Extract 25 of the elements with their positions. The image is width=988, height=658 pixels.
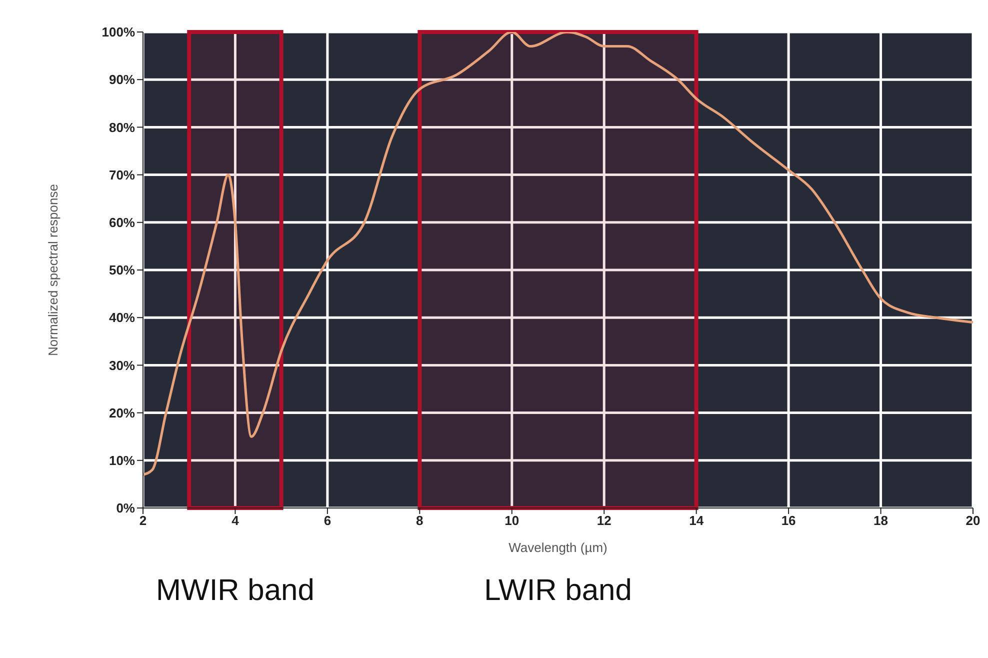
y-tick-label: 90% [108,72,136,88]
y-tick-label: 30% [108,358,136,373]
y-tick-label: 80% [108,120,136,135]
x-tick-label: 2 [139,513,147,528]
y-tick-label: 20% [108,405,136,420]
y-tick-label: 100% [102,24,136,40]
y-tick-label: 60% [108,215,136,230]
y-tick-label: 70% [108,167,136,182]
x-axis-title: Wavelength (µm) [508,540,608,555]
y-tick-label: 10% [108,453,136,468]
x-tick-label: 14 [689,513,704,528]
band-label: MWIR band [156,574,314,607]
x-tick-label: 8 [416,513,424,528]
x-tick-label: 18 [874,513,888,528]
x-tick-label: 10 [504,513,520,528]
band-label: LWIR band [484,574,632,607]
x-tick-label: 6 [324,513,332,528]
y-axis-title: Normalized spectral response [46,184,61,356]
x-tick-label: 16 [781,513,796,528]
x-tick-label: 12 [596,513,612,528]
x-tick-label: 4 [232,513,240,528]
y-tick-label: 0% [116,500,136,516]
y-tick-label: 50% [108,262,136,278]
x-tick-label: 20 [966,513,980,528]
y-tick-label: 40% [108,310,136,326]
